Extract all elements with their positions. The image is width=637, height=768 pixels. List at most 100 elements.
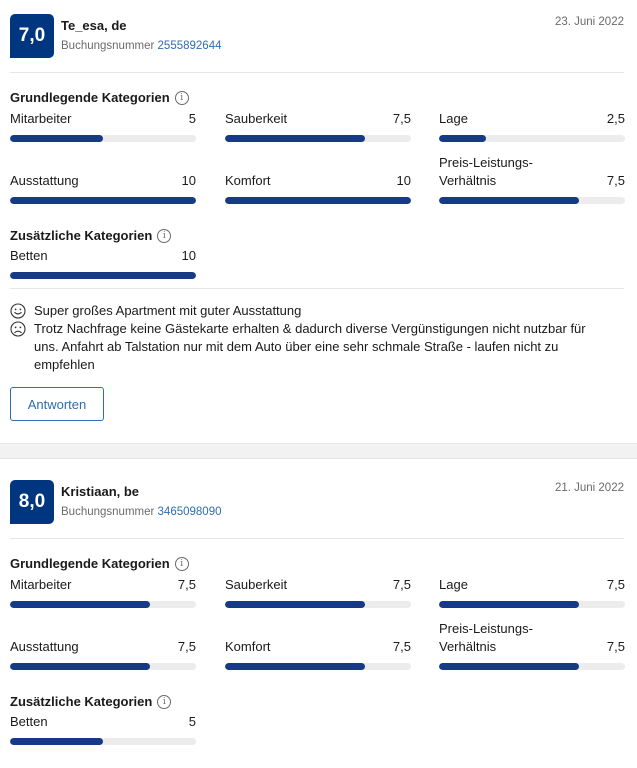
divider (10, 72, 624, 73)
info-icon[interactable]: i (174, 90, 189, 105)
category-bar (225, 135, 411, 142)
category-komfort: Komfort 7,5 (225, 638, 411, 670)
category-label: Ausstattung (10, 639, 79, 654)
category-bar (439, 601, 625, 608)
category-bar (225, 601, 411, 608)
smiley-face-icon (10, 303, 26, 319)
category-label: Ausstattung (10, 173, 79, 188)
category-bar-fill (10, 135, 103, 142)
negative-comment: Trotz Nachfrage keine Gästekarte erhalte… (10, 320, 610, 374)
review-date: 21. Juni 2022 (554, 482, 624, 494)
category-label: Mitarbeiter (10, 111, 72, 126)
category-bar-fill (225, 135, 365, 142)
category-preis-leistung: Preis-Leistungs-Verhältnis 7,5 (439, 620, 625, 670)
booking-label: Buchungsnummer (61, 40, 155, 52)
divider (10, 288, 624, 289)
booking-number-link[interactable]: 2555892644 (157, 40, 222, 52)
category-value: 7,5 (392, 639, 411, 654)
category-value: 10 (396, 173, 411, 188)
category-label: Betten (10, 714, 48, 729)
category-lage: Lage 2,5 (439, 111, 625, 142)
category-value: 7,5 (606, 173, 625, 188)
category-bar (10, 197, 196, 204)
category-value: 7,5 (606, 639, 625, 654)
category-value: 5 (188, 111, 196, 126)
category-mitarbeiter: Mitarbeiter 7,5 (10, 577, 196, 608)
category-label: Komfort (225, 639, 271, 654)
score-badge: 7,0 (10, 14, 54, 58)
category-bar-fill (10, 601, 150, 608)
category-bar-fill (439, 663, 579, 670)
category-bar-fill (10, 197, 196, 204)
divider (10, 538, 624, 539)
category-komfort: Komfort 10 (225, 172, 411, 204)
category-label: Lage (439, 577, 468, 592)
positive-comment: Super großes Apartment mit guter Ausstat… (10, 302, 610, 320)
info-icon[interactable]: i (157, 694, 172, 709)
category-sauberkeit: Sauberkeit 7,5 (225, 111, 411, 142)
category-value: 2,5 (606, 111, 625, 126)
category-bar-fill (439, 135, 486, 142)
category-bar-fill (225, 197, 411, 204)
reviewer-name: Kristiaan, be (61, 484, 140, 499)
category-label: Komfort (225, 173, 271, 188)
category-value: 7,5 (392, 577, 411, 592)
category-bar (439, 197, 625, 204)
booking-number: Buchungsnummer 2555892644 (61, 40, 222, 52)
category-sauberkeit: Sauberkeit 7,5 (225, 577, 411, 608)
category-preis-leistung: Preis-Leistungs-Verhältnis 7,5 (439, 154, 625, 204)
category-ausstattung: Ausstattung 10 (10, 172, 196, 204)
info-icon[interactable]: i (157, 228, 172, 243)
review-card: 7,0 Te_esa, de Buchungsnummer 2555892644… (10, 14, 625, 421)
category-bar-fill (10, 663, 150, 670)
category-value: 7,5 (177, 639, 196, 654)
category-bar-fill (439, 197, 579, 204)
extra-categories-title: Zusätzliche Kategorien i (10, 228, 172, 243)
category-bar (10, 663, 196, 670)
category-bar (10, 135, 196, 142)
category-value: 10 (181, 248, 196, 263)
category-bar-fill (439, 601, 579, 608)
category-bar-fill (10, 738, 103, 745)
booking-label: Buchungsnummer (61, 506, 155, 518)
booking-number-link[interactable]: 3465098090 (157, 506, 222, 518)
review-date: 23. Juni 2022 (554, 16, 624, 28)
category-label: Preis-Leistungs-Verhältnis (439, 155, 533, 188)
category-mitarbeiter: Mitarbeiter 5 (10, 111, 196, 142)
category-bar (225, 663, 411, 670)
category-bar (10, 738, 196, 745)
category-bar (225, 197, 411, 204)
category-label: Mitarbeiter (10, 577, 72, 592)
category-value: 5 (188, 714, 196, 729)
category-bar-fill (10, 272, 196, 279)
positive-comment-text: Super großes Apartment mit guter Ausstat… (34, 303, 302, 318)
category-betten: Betten 5 (10, 714, 196, 745)
extra-categories-title: Zusätzliche Kategorien i (10, 694, 172, 709)
category-bar-fill (225, 601, 365, 608)
basic-categories-title: Grundlegende Kategorien i (10, 556, 189, 571)
reply-button[interactable]: Antworten (10, 387, 104, 421)
negative-comment-text: Trotz Nachfrage keine Gästekarte erhalte… (34, 321, 586, 372)
category-bar (10, 601, 196, 608)
extra-categories-label: Zusätzliche Kategorien (10, 228, 153, 243)
category-bar (439, 663, 625, 670)
category-value: 7,5 (392, 111, 411, 126)
booking-number: Buchungsnummer 3465098090 (61, 506, 222, 518)
review-separator (0, 443, 637, 459)
category-bar (439, 135, 625, 142)
category-bar (10, 272, 196, 279)
category-label: Betten (10, 248, 48, 263)
category-ausstattung: Ausstattung 7,5 (10, 638, 196, 670)
basic-categories-label: Grundlegende Kategorien (10, 90, 170, 105)
info-icon[interactable]: i (174, 556, 189, 571)
category-value: 7,5 (606, 577, 625, 592)
category-label: Sauberkeit (225, 111, 288, 126)
category-bar-fill (225, 663, 365, 670)
category-lage: Lage 7,5 (439, 577, 625, 608)
category-label: Sauberkeit (225, 577, 288, 592)
sad-face-icon (10, 321, 26, 337)
category-betten: Betten 10 (10, 248, 196, 279)
basic-categories-title: Grundlegende Kategorien i (10, 90, 189, 105)
review-card: 8,0 Kristiaan, be Buchungsnummer 3465098… (0, 459, 637, 768)
category-label: Preis-Leistungs-Verhältnis (439, 621, 533, 654)
